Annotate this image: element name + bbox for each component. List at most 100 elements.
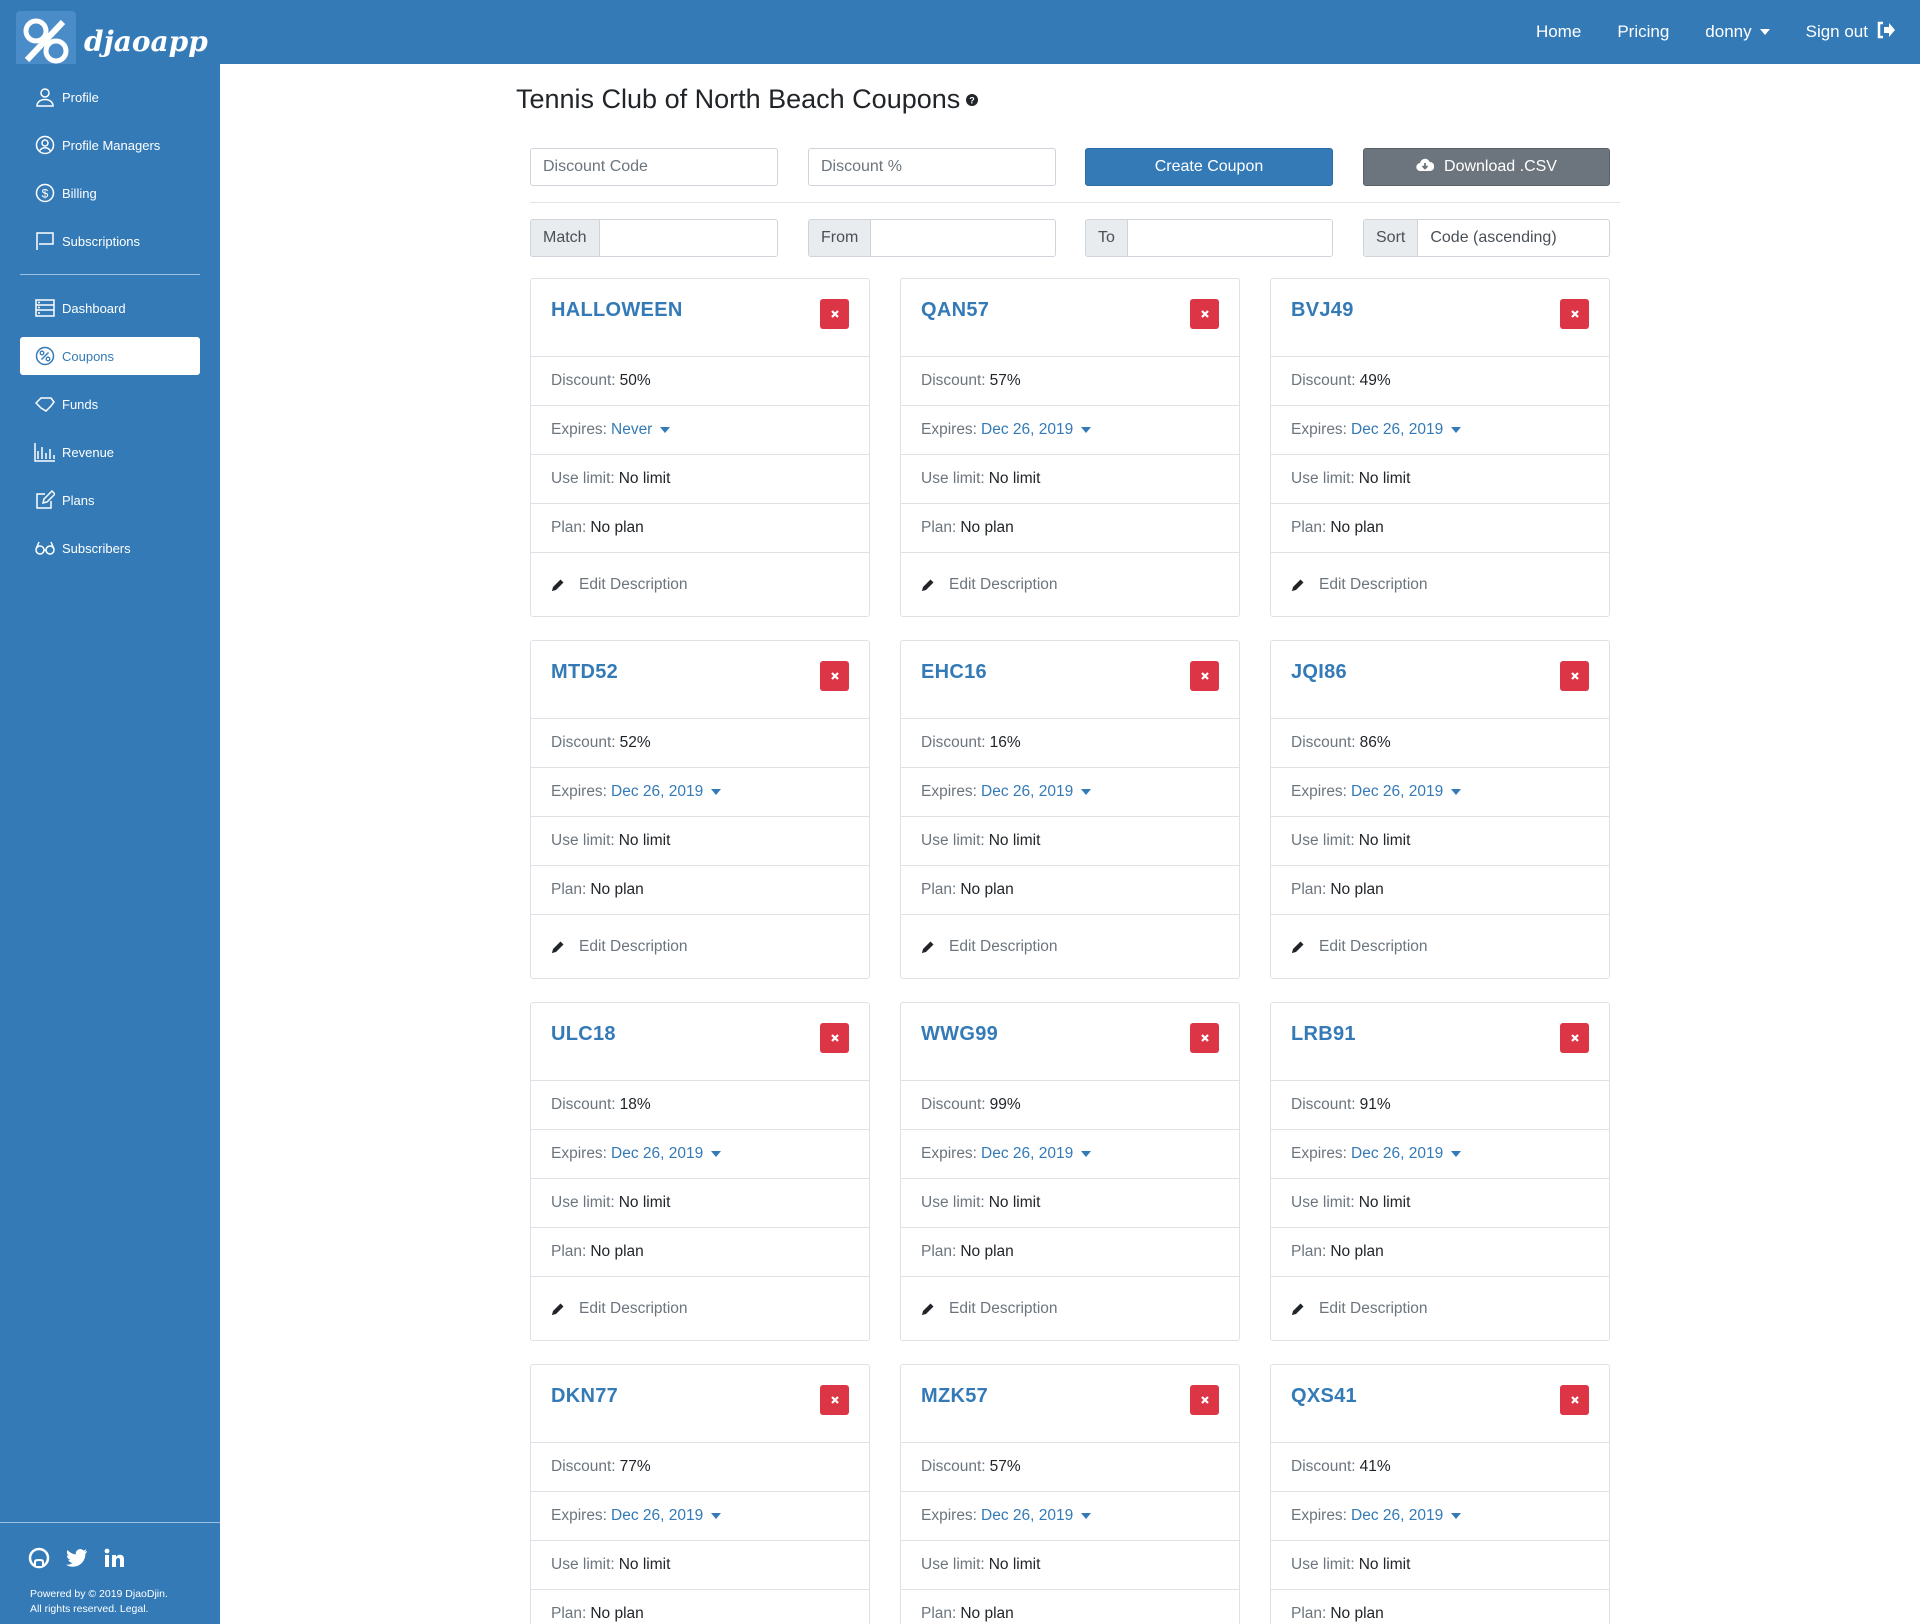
- use-limit-label: Use limit:: [1291, 470, 1355, 487]
- expires-dropdown[interactable]: Dec 26, 2019: [1351, 421, 1462, 439]
- expires-dropdown[interactable]: Dec 26, 2019: [981, 421, 1092, 439]
- plan-label: Plan:: [1291, 519, 1327, 536]
- brand-name: djaoapp: [84, 24, 208, 58]
- create-coupon-button[interactable]: Create Coupon: [1085, 148, 1333, 186]
- sidebar-item-profile-managers[interactable]: Profile Managers: [20, 126, 200, 164]
- github-icon[interactable]: [28, 1547, 50, 1569]
- user-menu-dropdown[interactable]: donny: [1705, 22, 1770, 42]
- sidebar-item-coupons[interactable]: Coupons: [20, 337, 200, 375]
- sidebar-item-dashboard[interactable]: Dashboard: [20, 289, 200, 327]
- sort-filter[interactable]: Sort Code (ascending): [1363, 219, 1610, 257]
- edit-description-button[interactable]: Edit Description: [531, 553, 869, 616]
- expires-dropdown[interactable]: Dec 26, 2019: [1351, 1145, 1462, 1163]
- user-name: donny: [1705, 22, 1752, 41]
- coupon-code[interactable]: QXS41: [1291, 1385, 1357, 1407]
- expires-dropdown[interactable]: Dec 26, 2019: [981, 1507, 1092, 1525]
- help-icon[interactable]: ?: [966, 93, 979, 106]
- edit-description-button[interactable]: Edit Description: [901, 915, 1239, 978]
- from-date-input[interactable]: [871, 220, 1055, 256]
- coupon-code[interactable]: BVJ49: [1291, 299, 1354, 321]
- coupon-code[interactable]: ULC18: [551, 1023, 616, 1045]
- use-limit-row: Use limit: No limit: [1271, 817, 1609, 866]
- expires-dropdown[interactable]: Dec 26, 2019: [1351, 783, 1462, 801]
- delete-coupon-button[interactable]: [1560, 1023, 1589, 1053]
- sidebar-item-plans[interactable]: Plans: [20, 481, 200, 519]
- discount-code-input[interactable]: [531, 149, 777, 185]
- edit-description-button[interactable]: Edit Description: [901, 1277, 1239, 1340]
- rights-line[interactable]: All rights reserved. Legal.: [30, 1603, 149, 1615]
- delete-coupon-button[interactable]: [820, 1385, 849, 1415]
- delete-coupon-button[interactable]: [1190, 1385, 1219, 1415]
- expires-dropdown[interactable]: Dec 26, 2019: [611, 783, 722, 801]
- nav-home-link[interactable]: Home: [1535, 22, 1582, 41]
- edit-description-button[interactable]: Edit Description: [901, 553, 1239, 616]
- delete-coupon-button[interactable]: [1560, 299, 1589, 329]
- expires-label: Expires:: [551, 421, 607, 438]
- pencil-icon: [551, 1302, 565, 1316]
- expires-dropdown[interactable]: Dec 26, 2019: [1351, 1507, 1462, 1525]
- signout-link[interactable]: Sign out: [1806, 21, 1896, 44]
- expires-dropdown[interactable]: Never: [611, 421, 671, 439]
- delete-coupon-button[interactable]: [820, 661, 849, 691]
- plan-row: Plan: No plan: [901, 504, 1239, 553]
- sidebar-item-revenue[interactable]: Revenue: [20, 433, 200, 471]
- coupon-code[interactable]: QAN57: [921, 299, 990, 321]
- expires-dropdown[interactable]: Dec 26, 2019: [981, 1145, 1092, 1163]
- delete-coupon-button[interactable]: [1190, 299, 1219, 329]
- linkedin-icon[interactable]: [104, 1548, 126, 1568]
- edit-description-label: Edit Description: [579, 1299, 688, 1317]
- coupon-code[interactable]: JQI86: [1291, 661, 1347, 683]
- expires-dropdown[interactable]: Dec 26, 2019: [981, 783, 1092, 801]
- coupon-code[interactable]: MTD52: [551, 661, 619, 683]
- edit-description-button[interactable]: Edit Description: [531, 915, 869, 978]
- delete-coupon-button[interactable]: [1560, 661, 1589, 691]
- expires-label: Expires:: [921, 1145, 977, 1162]
- coupon-code[interactable]: HALLOWEEN: [551, 299, 683, 321]
- sidebar-item-billing[interactable]: $ Billing: [20, 174, 200, 212]
- discount-code-field[interactable]: [530, 148, 778, 186]
- edit-description-button[interactable]: Edit Description: [1271, 553, 1609, 616]
- expires-dropdown[interactable]: Dec 26, 2019: [611, 1145, 722, 1163]
- delete-coupon-button[interactable]: [1190, 1023, 1219, 1053]
- sort-select[interactable]: Code (ascending): [1430, 229, 1557, 246]
- discount-percent-field[interactable]: [808, 148, 1056, 186]
- brand-logo[interactable]: djaoapp: [16, 11, 208, 71]
- coupon-code[interactable]: MZK57: [921, 1385, 989, 1407]
- nav-pricing-link[interactable]: Pricing: [1617, 22, 1670, 41]
- sidebar-item-subscribers[interactable]: Subscribers: [20, 529, 200, 567]
- delete-coupon-button[interactable]: [820, 299, 849, 329]
- coupon-card: LRB91 Discount: 91% Expires: Dec 26, 2019 Use…: [1270, 1002, 1610, 1341]
- top-navbar: djaoapp Home Pricing donny Sign out: [0, 0, 1920, 71]
- sidebar-item-profile[interactable]: Profile: [20, 78, 200, 116]
- expires-dropdown[interactable]: Dec 26, 2019: [611, 1507, 722, 1525]
- delete-coupon-button[interactable]: [1190, 661, 1219, 691]
- edit-description-button[interactable]: Edit Description: [531, 1277, 869, 1340]
- edit-description-button[interactable]: Edit Description: [1271, 1277, 1609, 1340]
- pencil-icon: [921, 578, 935, 592]
- match-input[interactable]: [599, 220, 777, 256]
- delete-coupon-button[interactable]: [1560, 1385, 1589, 1415]
- twitter-icon[interactable]: [66, 1548, 88, 1568]
- coupon-code[interactable]: WWG99: [921, 1023, 999, 1045]
- coupon-code[interactable]: EHC16: [921, 661, 987, 683]
- download-csv-button[interactable]: Download .CSV: [1363, 148, 1610, 186]
- chevron-down-icon: [711, 1151, 722, 1157]
- expires-value: Dec 26, 2019: [981, 783, 1074, 800]
- close-icon: [830, 1395, 840, 1405]
- sidebar-item-subscriptions[interactable]: Subscriptions: [20, 222, 200, 260]
- sidebar-item-funds[interactable]: Funds: [20, 385, 200, 423]
- edit-description-button[interactable]: Edit Description: [1271, 915, 1609, 978]
- use-limit-value: No limit: [988, 832, 1041, 849]
- coupon-card-header: MZK57: [901, 1365, 1239, 1443]
- delete-coupon-button[interactable]: [820, 1023, 849, 1053]
- coupon-code[interactable]: LRB91: [1291, 1023, 1356, 1045]
- create-coupon-label: Create Coupon: [1154, 158, 1264, 175]
- plan-label: Plan:: [1291, 1243, 1327, 1260]
- divider: [530, 202, 1620, 203]
- expires-label: Expires:: [1291, 783, 1347, 800]
- coupon-code[interactable]: DKN77: [551, 1385, 619, 1407]
- to-date-input[interactable]: [1127, 220, 1332, 256]
- edit-icon: [34, 489, 56, 511]
- discount-percent-input[interactable]: [809, 149, 1055, 185]
- sidebar-item-label: Profile: [62, 89, 99, 105]
